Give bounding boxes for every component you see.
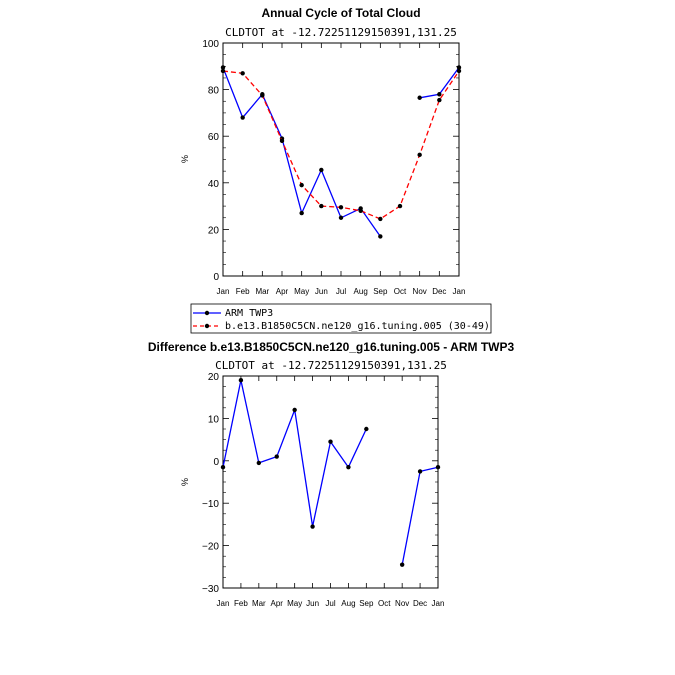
chart1-axes: 0 20 40 60 80 100 Jan Feb Mar Apr May Jun Jul Aug Sep O… bbox=[202, 39, 465, 296]
data-point bbox=[256, 460, 262, 466]
data-point bbox=[299, 182, 304, 188]
y-tick-label: 20 bbox=[208, 372, 220, 383]
data-point bbox=[435, 464, 441, 470]
chart1-ylabel: % bbox=[180, 155, 190, 163]
data-point bbox=[437, 97, 442, 103]
data-point bbox=[238, 378, 244, 383]
chart1-subtitle: CLDTOT at -12.72251129150391,131.25 bbox=[225, 26, 457, 39]
x-tick-label: Jan bbox=[217, 599, 230, 608]
data-point bbox=[319, 203, 324, 209]
x-tick-label: Jul bbox=[325, 599, 335, 608]
chart2-series bbox=[220, 378, 441, 567]
legend-marker-arm bbox=[204, 310, 210, 316]
data-point bbox=[292, 407, 297, 413]
y-tick-label: 40 bbox=[208, 179, 220, 190]
y-tick-label: 20 bbox=[208, 225, 220, 236]
x-tick-label: Jan bbox=[432, 599, 445, 608]
x-tick-label: Mar bbox=[252, 599, 266, 608]
plot-frame bbox=[222, 375, 439, 589]
y-tick-label: 80 bbox=[208, 86, 220, 97]
plot-frame bbox=[222, 42, 460, 277]
x-tick-label: Dec bbox=[432, 287, 446, 296]
data-point bbox=[338, 205, 344, 210]
data-point bbox=[397, 203, 403, 209]
data-point bbox=[358, 208, 363, 213]
data-point bbox=[328, 439, 333, 444]
series-line-0 bbox=[401, 466, 439, 565]
data-point bbox=[417, 95, 422, 100]
data-point bbox=[319, 167, 324, 173]
chart1-title: Annual Cycle of Total Cloud bbox=[261, 6, 420, 20]
legend-label-model: b.e13.B1850C5CN.ne120_g16.tuning.005 (30… bbox=[225, 321, 490, 332]
x-tick-label: Jan bbox=[217, 287, 230, 296]
data-point bbox=[399, 562, 405, 567]
x-tick-label: Sep bbox=[373, 287, 388, 296]
y-tick-label: 0 bbox=[213, 457, 219, 468]
data-point bbox=[220, 464, 226, 470]
legend-marker-model bbox=[204, 323, 210, 329]
y-tick-label: −10 bbox=[202, 499, 219, 510]
legend-label-arm: ARM TWP3 bbox=[225, 308, 273, 319]
data-point bbox=[437, 92, 442, 97]
data-point bbox=[220, 68, 226, 74]
data-point bbox=[456, 65, 462, 70]
data-point bbox=[364, 426, 369, 432]
data-point bbox=[456, 68, 462, 74]
data-point bbox=[346, 464, 351, 470]
data-point bbox=[378, 234, 383, 239]
chart2-ylabel: % bbox=[180, 478, 190, 486]
x-tick-label: Aug bbox=[354, 287, 368, 296]
x-tick-label: Aug bbox=[341, 599, 355, 608]
x-tick-label: Jun bbox=[306, 599, 319, 608]
data-point bbox=[417, 152, 422, 158]
legend-box bbox=[190, 303, 492, 334]
data-point bbox=[417, 469, 423, 474]
x-tick-label: Apr bbox=[271, 599, 284, 608]
x-tick-label: Nov bbox=[413, 287, 427, 296]
y-tick-label: −30 bbox=[202, 584, 219, 595]
chart1-series bbox=[220, 65, 462, 239]
data-point bbox=[378, 216, 383, 222]
y-tick-label: 100 bbox=[202, 39, 219, 50]
chart2-subtitle: CLDTOT at -12.72251129150391,131.25 bbox=[215, 359, 447, 372]
chart2-title: Difference b.e13.B1850C5CN.ne120_g16.tun… bbox=[148, 340, 515, 354]
data-point bbox=[310, 524, 315, 529]
data-point bbox=[299, 210, 304, 216]
x-tick-label: Feb bbox=[236, 287, 250, 296]
data-point bbox=[240, 71, 245, 76]
y-tick-label: 0 bbox=[213, 272, 219, 283]
chart1-legend: ARM TWP3 b.e13.B1850C5CN.ne120_g16.tunin… bbox=[190, 303, 492, 334]
x-tick-label: Oct bbox=[394, 287, 407, 296]
chart2-axes: −30 −20 −10 0 10 20 Jan Feb Mar Apr May Jun Jul Aug Se… bbox=[202, 372, 444, 608]
x-tick-label: Jan bbox=[453, 287, 466, 296]
y-tick-label: −20 bbox=[202, 542, 219, 553]
x-tick-label: Oct bbox=[378, 599, 391, 608]
data-point bbox=[274, 454, 279, 459]
y-tick-label: 60 bbox=[208, 132, 220, 143]
chart2-plot-area bbox=[222, 375, 439, 589]
x-tick-label: Sep bbox=[359, 599, 374, 608]
chart1-plot-area bbox=[222, 42, 460, 277]
data-point bbox=[338, 215, 344, 220]
x-tick-label: Jun bbox=[315, 287, 328, 296]
x-tick-label: Dec bbox=[413, 599, 427, 608]
x-tick-label: Apr bbox=[276, 287, 289, 296]
x-tick-label: Mar bbox=[255, 287, 269, 296]
data-point bbox=[279, 138, 285, 144]
x-tick-label: Nov bbox=[395, 599, 409, 608]
x-tick-label: May bbox=[294, 287, 309, 296]
data-point bbox=[260, 93, 265, 98]
data-point bbox=[240, 115, 245, 120]
x-tick-label: Feb bbox=[234, 599, 248, 608]
series-line-0 bbox=[222, 380, 367, 527]
x-tick-label: May bbox=[287, 599, 302, 608]
series-line-1 bbox=[222, 70, 460, 220]
data-point bbox=[220, 65, 226, 70]
y-tick-label: 10 bbox=[208, 414, 220, 425]
x-tick-label: Jul bbox=[336, 287, 346, 296]
